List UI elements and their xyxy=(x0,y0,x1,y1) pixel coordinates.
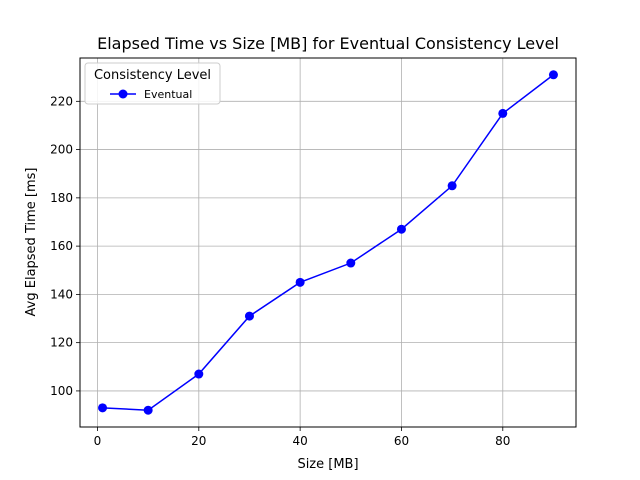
chart-title: Elapsed Time vs Size [MB] for Eventual C… xyxy=(97,34,559,53)
x-axis-ticks: 0 20 40 60 80 xyxy=(94,427,510,448)
data-point xyxy=(244,311,254,321)
series-line-eventual xyxy=(102,74,554,411)
plot-area-frame xyxy=(79,57,577,428)
data-point xyxy=(346,258,356,268)
y-tick-label: 160 xyxy=(50,239,73,253)
legend-label-eventual: Eventual xyxy=(144,88,192,101)
series-layer xyxy=(98,70,558,415)
x-tick-label: 0 xyxy=(94,434,102,448)
y-tick-label: 180 xyxy=(50,191,73,205)
data-point xyxy=(98,403,108,413)
data-point xyxy=(143,405,153,415)
legend-title: Consistency Level xyxy=(94,68,211,83)
data-point xyxy=(396,224,406,234)
grid-lines xyxy=(80,58,576,427)
data-point xyxy=(194,369,204,379)
y-tick-label: 200 xyxy=(50,143,73,157)
data-point xyxy=(498,108,508,118)
x-tick-label: 80 xyxy=(495,434,510,448)
x-tick-label: 60 xyxy=(394,434,409,448)
x-tick-label: 40 xyxy=(292,434,307,448)
data-point xyxy=(295,277,305,287)
data-point xyxy=(447,181,457,191)
data-point xyxy=(548,70,558,80)
x-axis-label: Size [MB] xyxy=(297,457,358,472)
legend-marker-eventual xyxy=(118,89,128,99)
y-tick-label: 120 xyxy=(50,336,73,350)
y-tick-label: 220 xyxy=(50,94,73,108)
legend: Consistency Level Eventual xyxy=(84,62,221,105)
x-tick-label: 20 xyxy=(191,434,206,448)
y-axis-ticks: 100 120 140 160 180 200 220 xyxy=(50,94,80,398)
y-axis-label: Avg Elapsed Time [ms] xyxy=(24,168,39,317)
y-tick-label: 140 xyxy=(50,287,73,301)
y-tick-label: 100 xyxy=(50,384,73,398)
